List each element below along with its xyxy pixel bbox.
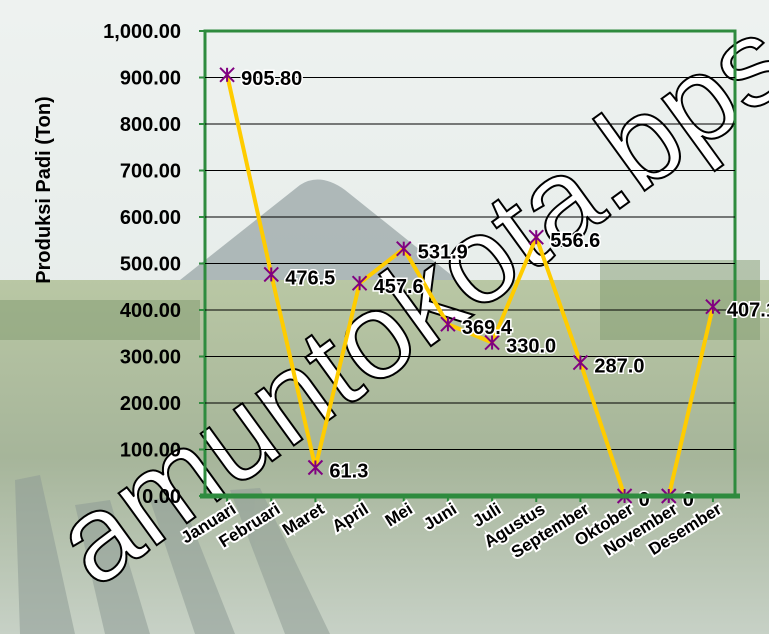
data-label: 457.6 [374,276,424,298]
data-point-marker [705,298,721,315]
y-tick-label: 500.00 [120,254,181,276]
y-tick-label: 600.00 [120,207,181,229]
data-label: 0 [639,489,650,511]
data-point-marker [440,316,456,332]
y-tick-label: 300.00 [120,347,181,369]
data-label: 531.9 [418,242,468,264]
data-point-marker [307,459,324,476]
data-point-marker [396,240,412,257]
y-tick-label: 200.00 [120,393,181,415]
y-tick-label: 400.00 [120,300,181,322]
data-point-marker [263,266,279,283]
y-tick-labels: 0.00 100.00 200.00 300.00 400.00 500.00 600.00… [103,21,181,508]
y-tick-label: 900.00 [120,68,181,90]
data-label: 330.0 [506,336,556,358]
gridlines [199,30,735,502]
data-label: 476.5 [285,267,335,289]
data-label: 369.4 [462,317,513,339]
data-label: 407.1 [727,300,769,322]
y-tick-label: 700.00 [120,161,181,183]
data-point-marker [351,275,368,291]
y-tick-label: 100.00 [120,440,181,462]
y-axis-title: Produksi Padi (Ton) [33,96,55,283]
data-label: 905.80 [241,68,302,90]
data-point-marker [572,354,589,371]
data-label: 0 [683,489,694,511]
y-tick-label: 1,000.00 [103,21,181,43]
data-point-marker [528,229,544,245]
y-tick-label: 0.00 [142,486,181,508]
y-tick-label: 800.00 [120,114,181,136]
data-label: 556.6 [550,230,600,252]
data-label: 61.3 [329,460,368,482]
data-point-marker [484,334,500,351]
data-point-marker [219,67,235,83]
data-label: 287.0 [594,356,644,378]
